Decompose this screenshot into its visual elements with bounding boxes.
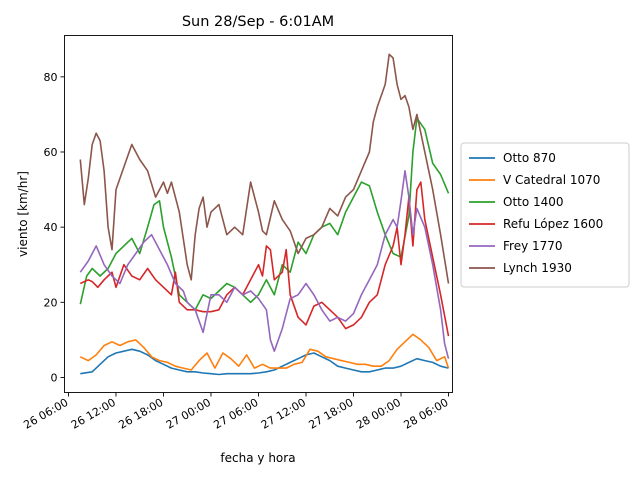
series-layer <box>79 53 450 376</box>
series-line-4 <box>79 170 450 359</box>
series-line-3 <box>79 181 450 337</box>
x-tick-label: 26 12:00 <box>69 396 118 432</box>
x-axis-label: fecha y hora <box>220 451 295 465</box>
y-tick-label: 0 <box>51 371 58 384</box>
y-tick-label: 20 <box>44 296 58 309</box>
legend-label: Otto 1400 <box>503 195 564 209</box>
x-tick-label: 28 00:00 <box>354 396 403 432</box>
chart-title: Sun 28/Sep - 6:01AM <box>182 14 334 30</box>
legend-label: V Catedral 1070 <box>503 173 600 187</box>
legend-label: Frey 1770 <box>503 239 563 253</box>
x-tick-label: 26 18:00 <box>116 396 165 432</box>
series-line-0 <box>80 348 449 376</box>
x-tick-label: 27 18:00 <box>306 396 355 432</box>
legend-label: Refu López 1600 <box>503 217 603 231</box>
series-line-2 <box>79 117 450 311</box>
series-line-1 <box>79 333 450 371</box>
x-tick-label: 27 12:00 <box>259 396 308 432</box>
x-tick-label: 28 06:00 <box>401 396 450 432</box>
legend-box <box>460 142 630 288</box>
y-axis-label: viento [km/hr] <box>16 171 30 257</box>
series-line-5 <box>79 53 450 284</box>
y-tick-label: 60 <box>44 146 58 159</box>
y-axis: 0 20 40 60 80 <box>44 71 65 384</box>
x-tick-label: 27 06:00 <box>211 396 260 432</box>
legend-label: Otto 870 <box>503 151 556 165</box>
legend: Otto 870 V Catedral 1070 Otto 1400 Refu Lóp… <box>460 142 630 288</box>
x-tick-label: 26 06:00 <box>21 396 70 432</box>
x-tick-label: 27 00:00 <box>164 396 213 432</box>
y-tick-label: 80 <box>44 71 58 84</box>
y-tick-label: 40 <box>44 221 58 234</box>
legend-label: Lynch 1930 <box>503 261 572 275</box>
